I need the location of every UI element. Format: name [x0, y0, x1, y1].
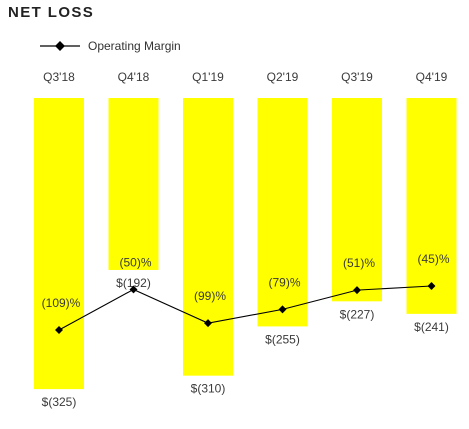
- line-value-label: (99)%: [194, 289, 226, 303]
- line-value-label: (109)%: [42, 296, 81, 310]
- legend: Operating Margin: [40, 36, 181, 56]
- bar-value-label: $(310): [191, 382, 226, 396]
- line-point: [353, 286, 361, 295]
- bar-value-label: $(241): [414, 320, 449, 334]
- legend-label: Operating Margin: [88, 39, 181, 53]
- line-value-label: (45)%: [417, 252, 449, 266]
- category-label: Q4'18: [118, 70, 150, 84]
- bar: [108, 98, 159, 270]
- chart-title: NET LOSS: [8, 4, 95, 21]
- bar-value-label: $(255): [265, 332, 300, 346]
- line-value-label: (51)%: [343, 256, 375, 270]
- category-label: Q4'19: [416, 70, 448, 84]
- bar: [257, 98, 308, 327]
- category-label: Q3'19: [341, 70, 373, 84]
- line-value-label: (50)%: [119, 255, 151, 269]
- line-value-label: (79)%: [268, 275, 300, 289]
- bar-value-label: $(227): [340, 307, 375, 321]
- bar: [406, 98, 457, 314]
- bar: [34, 98, 84, 390]
- category-label: Q1'19: [192, 70, 224, 84]
- line-point: [129, 285, 138, 294]
- category-label: Q2'19: [267, 70, 299, 84]
- operating-margin-line: [58, 285, 432, 331]
- bar-value-label: $(325): [42, 395, 77, 409]
- line-point: [278, 305, 287, 314]
- legend-line-marker-icon: [40, 41, 80, 51]
- bar-value-label: $(192): [116, 276, 151, 290]
- bar: [183, 98, 233, 376]
- line-point: [427, 282, 436, 290]
- line-point: [204, 319, 212, 328]
- bar: [332, 98, 382, 302]
- category-label: Q3'18: [43, 70, 75, 84]
